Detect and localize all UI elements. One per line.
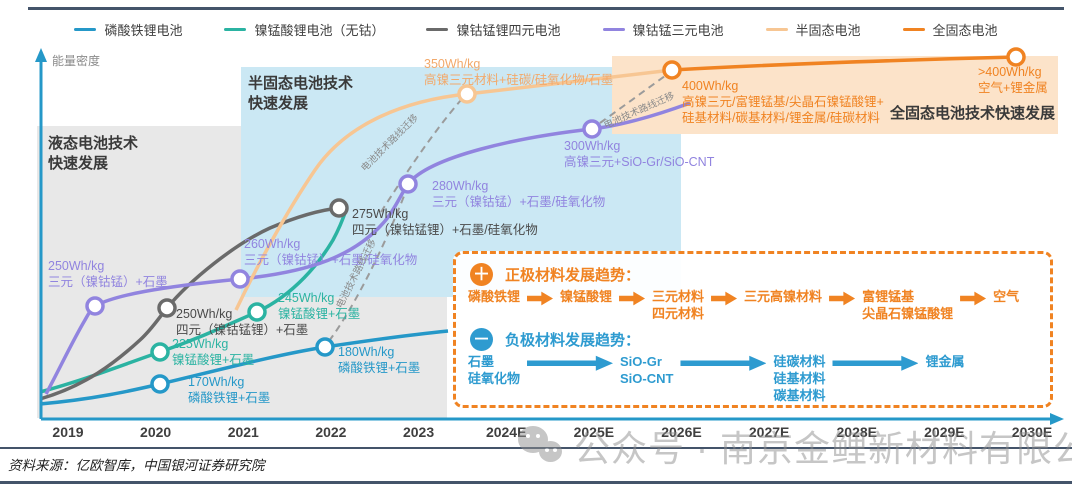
flow-item: 锂金属 [925,353,965,369]
data-point-label: 400Wh/kg 高镍三元/富锂锰基/尖晶石镍锰酸锂+ 硅基材料/碳基材料/锂金… [682,79,884,125]
x-axis-tick: 2020 [140,424,172,440]
anode-trend-title: 负极材料发展趋势： [505,331,641,349]
cathode-trend-title: 正极材料发展趋势： [505,267,641,284]
x-axis-tick: 2029E [924,424,965,440]
flow-arrow-icon [832,355,919,371]
data-point-label: 225Wh/kg 镍锰酸锂+石墨 [172,337,255,367]
flow-arrow-icon [619,291,646,306]
legend-label: 镍钴锰三元电池 [632,23,724,38]
data-point-label: >400Wh/kg 空气+锂金属 [978,65,1048,95]
x-axis-tick: 2024E [485,424,527,440]
flow-item: 硅碳材料 硅基材料 碳基材料 [773,353,826,403]
footer-separator [0,447,1072,449]
legend-item: 镍锰酸锂电池（无钴） [224,20,384,39]
x-axis-tick: 2025E [573,424,615,440]
legend-item: 全固态电池 [902,20,998,39]
legend-label: 半固态电池 [795,23,861,38]
data-point-label: 180Wh/kg 磷酸铁锂+石墨 [338,345,421,375]
flow-arrow-icon [527,355,614,371]
flow-item: 富锂锰基 尖晶石镍锰酸锂 [862,289,954,321]
plus-icon: ＋ [470,263,493,286]
top-border [28,7,1064,10]
legend-swatch [602,28,625,31]
legend-swatch [902,28,925,31]
materials-trend-box: ＋ 正极材料发展趋势： 磷酸铁锂 镍锰酸锂 三元材料 四元材料 三元高镍材料 富锂锰基 … [453,251,1053,408]
data-point-label: 170Wh/kg 磷酸铁锂+石墨 [188,375,271,405]
x-axis-tick: 2026E [661,424,702,440]
flow-arrow-icon [829,291,856,306]
region-label-all-solid: 全固态电池技术快速发展 [890,105,1056,122]
x-axis-tick: 2027E [748,424,790,440]
flow-arrow-icon [711,291,738,306]
legend-swatch [765,28,788,31]
flow-arrow-icon [960,291,987,306]
x-axis-tick: 2030E [1011,424,1053,440]
legend-item: 镍钴锰三元电池 [602,20,724,39]
legend-swatch [224,28,247,31]
region-label-semi-solid: 半固态电池技术 快速发展 [248,75,354,113]
x-axis-tick: 2019 [52,424,84,440]
minus-icon: － [470,327,493,351]
flow-arrow-icon [680,355,767,371]
x-axis-tick: 2028E [836,424,877,440]
legend-item: 磷酸铁锂电池 [74,20,182,39]
y-axis-arrow [35,48,47,62]
legend-item: 镍钴锰锂四元电池 [426,20,561,39]
data-point-label: 350Wh/kg 高镍三元材料+硅碳/硅氧化物/石墨 [424,57,614,87]
data-point-label: 280Wh/kg 三元（镍钴锰）+石墨/硅氧化物 [432,179,606,209]
legend-swatch [426,28,449,31]
watermark-text: 公众号 · 南京金鲤新材料有限公司 [574,428,1072,469]
legend-swatch [74,28,97,31]
cathode-trend-flow: 磷酸铁锂 镍锰酸锂 三元材料 四元材料 三元高镍材料 富锂锰基 尖晶石镍锰酸锂 空气 [468,289,1040,323]
source-note: 资料来源：亿欧智库，中国银河证券研究院 [8,458,265,473]
x-axis-tick: 2022 [315,424,347,440]
flow-item: 三元高镍材料 [744,289,823,304]
flow-item: 磷酸铁锂 [468,289,521,304]
legend-label: 镍锰酸锂电池（无钴） [254,23,385,38]
x-axis-tick: 2021 [227,424,259,440]
data-point-label: 260Wh/kg 三元（镍钴锰）+石墨/硅氧化物 [244,237,418,267]
legend-label: 镍钴锰锂四元电池 [456,23,561,38]
region-label-liquid: 液态电池技术 快速发展 [48,135,139,173]
data-point-label: 250Wh/kg 三元（镍钴锰）+石墨 [48,259,168,289]
flow-item: 三元材料 四元材料 [652,289,705,321]
x-axis-tick: 2023 [402,424,435,440]
flow-item: 石墨 硅氧化物 [468,353,521,386]
flow-item: SiO-Gr SiO-CNT [620,353,674,386]
flow-item: 镍锰酸锂 [560,289,613,304]
legend-item: 半固态电池 [765,20,861,39]
anode-trend-flow: 石墨 硅氧化物 SiO-Gr SiO-CNT 硅碳材料 硅基材料 碳基材料 锂金属 [468,354,1040,405]
legend-label: 磷酸铁锂电池 [104,23,183,38]
data-point-label: 300Wh/kg 高镍三元+SiO-Gr/SiO-CNT [564,139,715,169]
bottom-border [0,481,1072,484]
legend-label: 全固态电池 [932,23,998,38]
flow-item: 空气 [993,289,1020,304]
chart-legend: 磷酸铁锂电池 镍锰酸锂电池（无钴） 镍钴锰锂四元电池 镍钴锰三元电池 半固态电池 全固态电… [0,20,1072,39]
y-axis-title: 能量密度 [52,54,101,68]
flow-arrow-icon [527,291,554,306]
data-point-label: 275Wh/kg 四元（镍钴锰锂）+石墨/硅氧化物 [352,207,538,237]
